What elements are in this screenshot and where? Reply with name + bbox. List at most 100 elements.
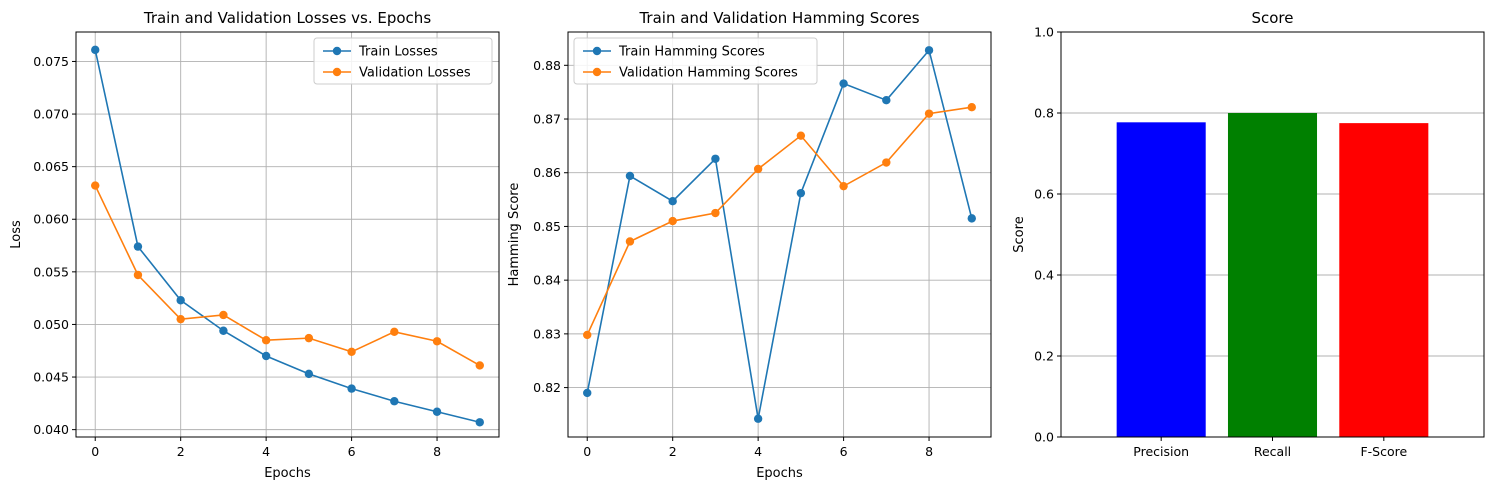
y-tick-label: 0.065: [33, 159, 69, 174]
data-point: [967, 214, 976, 223]
legend-marker: [332, 46, 342, 56]
y-tick-label: 0.84: [533, 273, 561, 288]
data-point: [347, 347, 356, 356]
chart-title: Train and Validation Hamming Scores: [638, 9, 919, 27]
series-line-0: [586, 48, 973, 419]
y-tick-label: 0.0: [1034, 430, 1054, 445]
y-tick-label: 0.045: [33, 370, 69, 385]
x-tick-label: Recall: [1254, 444, 1291, 459]
data-point: [625, 237, 635, 246]
data-point: [91, 45, 100, 55]
data-point: [711, 208, 720, 218]
plot-frame: [567, 31, 992, 438]
loss-chart: 0 2 4 6 8 0.040 0.045 0.050 0.055 0.060 0.065 0.070…: [9, 9, 500, 481]
hamming-chart: 0 2 4 6 8 0.82 0.83 0.84 0.85 0.86 0.87 0.88 Train H…: [507, 9, 992, 481]
bar-f-score: [1339, 123, 1429, 437]
y-axis-label: Hamming Score: [507, 183, 522, 287]
series-line-0: [94, 49, 480, 424]
chart-title: Train and Validation Losses vs. Epochs: [143, 9, 431, 27]
data-point: [219, 326, 228, 335]
y-tick-label: 0.070: [33, 107, 69, 122]
x-tick-label: Precision: [1133, 444, 1189, 459]
data-point: [924, 109, 934, 118]
score-bar-chart: Precision Recall F-Score 0.0 0.2 0.4 0.6 0.8 1.0…: [1012, 9, 1485, 459]
x-tick-label: 6: [348, 444, 356, 459]
data-point: [475, 418, 484, 427]
data-point: [91, 181, 100, 190]
y-tick-label: 0.055: [33, 264, 69, 279]
y-tick-label: 0.2: [1034, 349, 1054, 364]
data-point: [304, 333, 314, 343]
x-tick-label: 8: [433, 444, 441, 459]
data-point: [475, 361, 484, 370]
data-point: [711, 154, 720, 163]
data-point: [668, 196, 677, 206]
x-tick-label: 0: [91, 444, 99, 459]
bar-precision: [1116, 122, 1206, 437]
legend-marker: [332, 67, 342, 77]
data-point: [133, 270, 143, 280]
data-point: [882, 96, 891, 105]
data-point: [261, 336, 271, 345]
x-axis-label: Epochs: [756, 466, 803, 481]
data-point: [839, 181, 848, 191]
x-tick-label: 4: [754, 444, 762, 459]
data-point: [261, 351, 271, 361]
data-point: [347, 384, 356, 393]
y-tick-label: 0.050: [33, 317, 69, 332]
legend-label: Validation Losses: [359, 66, 471, 81]
x-tick-label: 8: [925, 444, 933, 459]
data-point: [882, 158, 891, 167]
legend-label: Train Hamming Scores: [618, 45, 765, 60]
y-tick-label: 0.060: [33, 212, 69, 227]
y-tick-label: 0.88: [533, 58, 561, 73]
y-tick-label: 0.83: [533, 326, 561, 341]
data-point: [390, 327, 399, 337]
series-line-1: [586, 106, 972, 336]
y-tick-label: 0.85: [533, 219, 561, 234]
y-tick-label: 0.82: [533, 380, 561, 395]
x-tick-label: 2: [177, 444, 185, 459]
x-tick-label: 4: [262, 444, 270, 459]
x-tick-label: F-Score: [1360, 444, 1407, 459]
legend-marker: [592, 46, 602, 56]
data-point: [176, 296, 185, 305]
data-point: [176, 314, 185, 324]
data-point: [967, 102, 976, 112]
data-point: [753, 164, 763, 174]
data-point: [219, 310, 228, 320]
data-point: [753, 414, 763, 423]
data-point: [796, 188, 806, 198]
data-point: [839, 79, 848, 88]
y-tick-label: 0.87: [533, 112, 561, 127]
chart-title: Score: [1251, 9, 1293, 27]
legend-label: Validation Hamming Scores: [619, 66, 798, 81]
y-tick-label: 0.4: [1034, 268, 1054, 283]
data-point: [133, 242, 143, 251]
legend-box: [313, 37, 493, 85]
y-tick-label: 0.6: [1034, 187, 1054, 202]
legend-label: Train Losses: [358, 45, 438, 60]
data-point: [390, 397, 399, 406]
bar-recall: [1227, 113, 1318, 437]
legend-marker: [592, 67, 602, 77]
x-tick-label: 2: [669, 444, 677, 459]
y-tick-label: 1.0: [1034, 25, 1054, 40]
data-point: [924, 46, 934, 55]
y-tick-label: 0.8: [1034, 106, 1054, 121]
data-point: [625, 171, 635, 181]
data-point: [432, 337, 442, 346]
x-tick-label: 0: [583, 444, 591, 459]
x-axis-label: Epochs: [264, 466, 311, 481]
legend-box: [573, 37, 818, 85]
data-point: [432, 407, 442, 416]
data-point: [796, 131, 806, 140]
data-point: [668, 216, 677, 226]
data-point: [583, 388, 592, 398]
data-point: [304, 369, 314, 379]
y-axis-label: Score: [1012, 216, 1027, 252]
data-point: [583, 330, 592, 340]
x-tick-label: 6: [840, 444, 848, 459]
plot-frame: [75, 31, 500, 438]
